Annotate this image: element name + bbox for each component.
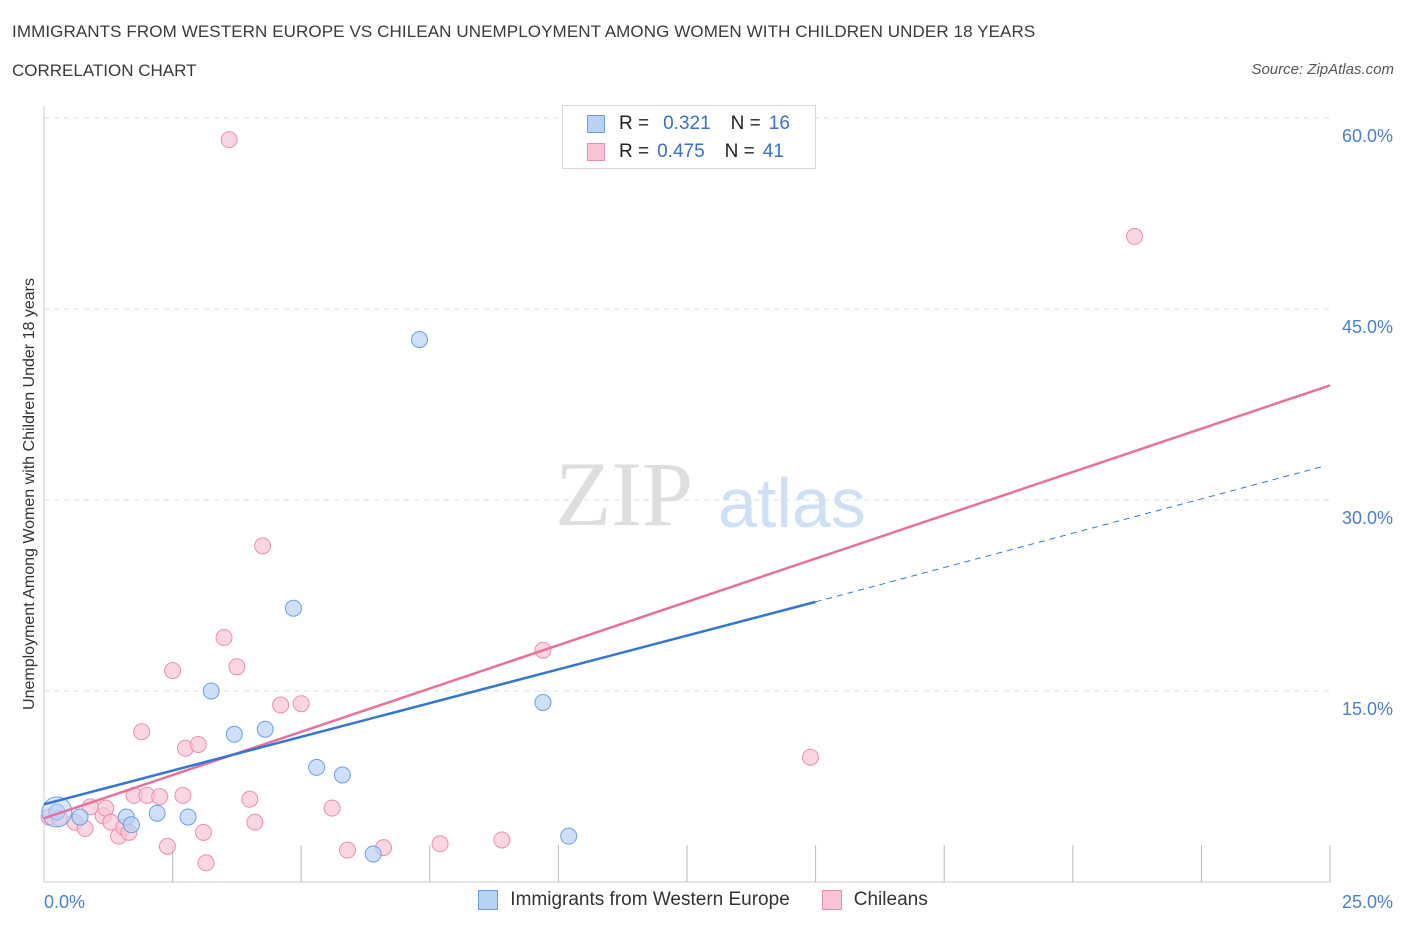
watermark: ZIP atlas (555, 443, 866, 545)
legend-r-value: 0.475 (657, 141, 705, 162)
legend-n-value: 16 (768, 113, 790, 134)
blue-point (256, 720, 274, 738)
pink-point (189, 735, 207, 753)
blue-point (534, 693, 552, 711)
chart-title: IMMIGRANTS FROM WESTERN EUROPE VS CHILEA… (12, 22, 1036, 41)
pink-point (431, 835, 449, 853)
pink-point (323, 799, 341, 817)
source-note: Source: ZipAtlas.com (1251, 61, 1394, 78)
trend-lines (43, 384, 1331, 820)
series-legend-western-europe: Immigrants from Western Europe (478, 889, 790, 911)
blue-point (148, 804, 166, 822)
y-tick-label: 15.0% (1342, 699, 1393, 719)
western-europe-points (41, 331, 578, 863)
legend-row-chileans: R = 0.475 N = 41 (587, 139, 784, 165)
western-europe-trend-extension (815, 465, 1327, 603)
pink-point (220, 131, 238, 149)
pink-point (338, 841, 356, 859)
chart-subtitle: CORRELATION CHART (12, 61, 197, 80)
pink-point (272, 696, 290, 714)
pink-point (151, 788, 169, 806)
watermark-zip: ZIP (555, 443, 693, 545)
pink-point (197, 854, 215, 872)
pink-point (194, 823, 212, 841)
y-axis-label: Unemployment Among Women with Children U… (21, 278, 38, 710)
legend-n-value: 41 (762, 141, 784, 162)
pink-point (241, 790, 259, 808)
y-tick-label: 60.0% (1342, 126, 1393, 146)
blue-point (411, 331, 429, 349)
pink-point (493, 831, 511, 849)
series-swatch-pink (821, 890, 842, 910)
pink-point (228, 658, 246, 676)
series-legend-chileans: Chileans (821, 889, 928, 911)
pink-point (133, 723, 151, 741)
blue-point (284, 599, 302, 617)
legend-r-label: R = (619, 113, 650, 134)
blue-point (560, 827, 578, 845)
y-tick-labels: 15.0% 30.0% 45.0% 60.0% (1342, 126, 1393, 719)
blue-point (333, 766, 351, 784)
legend-swatch-blue (587, 115, 605, 133)
pink-point (1126, 227, 1144, 245)
legend-row-western-europe: R = 0.321 N = 16 (587, 111, 790, 137)
x-tick-label-min: 0.0% (44, 892, 85, 912)
series-swatch-blue (478, 890, 499, 910)
pink-point (246, 813, 264, 831)
blue-point (179, 808, 197, 826)
stats-legend: R = 0.321 N = 16 R = 0.475 N = 41 (562, 105, 816, 169)
legend-swatch-pink (587, 143, 605, 161)
pink-point (158, 837, 176, 855)
watermark-atlas: atlas (718, 464, 866, 542)
series-legend-label: Chileans (853, 889, 928, 910)
pink-point (164, 662, 182, 680)
gridlines (44, 117, 1330, 692)
blue-point (71, 808, 89, 826)
pink-point (174, 786, 192, 804)
x-tick-label-max: 25.0% (1342, 892, 1393, 912)
series-legend-label: Immigrants from Western Europe (510, 889, 790, 910)
pink-point (254, 537, 272, 555)
pink-point (292, 695, 310, 713)
pink-point (801, 748, 819, 766)
pink-point (215, 629, 233, 647)
chileans-points (40, 131, 1144, 872)
legend-r-label: R = (619, 141, 650, 162)
y-tick-label: 45.0% (1342, 317, 1393, 337)
blue-point (202, 682, 220, 700)
blue-point (122, 816, 140, 834)
legend-n-label: N = (730, 113, 761, 134)
blue-cluster-point (41, 796, 73, 828)
legend-n-label: N = (724, 141, 755, 162)
y-tick-label: 30.0% (1342, 508, 1393, 528)
blue-point (364, 845, 382, 863)
legend-r-value: 0.321 (663, 113, 711, 134)
chileans-trend-line (43, 384, 1331, 820)
blue-point (308, 758, 326, 776)
blue-point (225, 725, 243, 743)
western-europe-trend-line (43, 600, 816, 806)
series-legend: Immigrants from Western Europe Chileans (0, 889, 1406, 911)
